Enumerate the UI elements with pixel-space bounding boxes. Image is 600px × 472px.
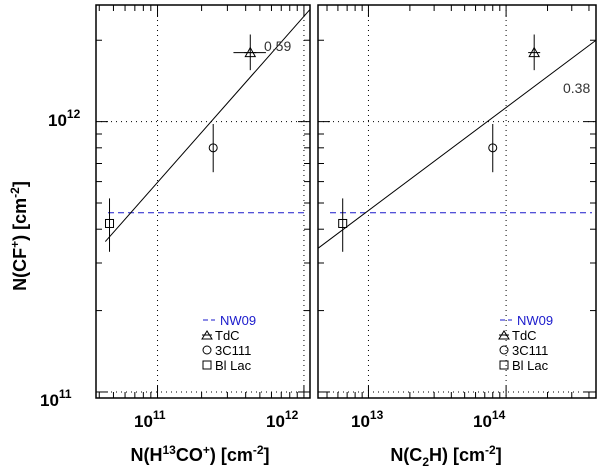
fit-line bbox=[317, 39, 597, 249]
panel-left: 0.59 NW09 TdC 3C111 Bl Lac N(H13CO+) [cm… bbox=[95, 4, 311, 465]
point-3c111 bbox=[488, 143, 498, 153]
panel-left-frame bbox=[95, 4, 311, 399]
fit-slope-label: 0.59 bbox=[264, 38, 291, 54]
x-tick-label-1e14: 1014 bbox=[473, 408, 506, 431]
panel-right-ticks bbox=[318, 5, 596, 398]
y-axis-label: N(CF+) [cm-2] bbox=[8, 181, 30, 291]
legend-3c111-circle bbox=[499, 345, 509, 355]
y-tick-label-1e12: 1012 bbox=[48, 107, 81, 130]
panel-right-grid bbox=[318, 5, 596, 398]
panel-right-points bbox=[338, 34, 541, 252]
panel-left-grid bbox=[96, 5, 310, 398]
legend-bllac-label: Bl Lac bbox=[512, 358, 549, 373]
x-tick-label-1e11: 1011 bbox=[134, 408, 166, 431]
legend-nw09-label: NW09 bbox=[517, 313, 553, 328]
panel-left-ticks bbox=[96, 5, 310, 398]
panel-right: 0.38 NW09 TdC 3C111 Bl Lac N(C2H) [cm-2]… bbox=[317, 4, 597, 469]
legend-tdc-label: TdC bbox=[512, 328, 537, 343]
panel-left-points bbox=[105, 34, 266, 252]
x-axis-label-left: N(H13CO+) [cm-2] bbox=[130, 443, 269, 465]
legend-left: NW09 TdC 3C111 Bl Lac bbox=[201, 313, 256, 373]
x-tick-label-1e13: 1013 bbox=[351, 408, 384, 431]
y-tick-label-1e11: 1011 bbox=[40, 387, 72, 410]
legend-3c111-label: 3C111 bbox=[512, 343, 548, 358]
point-3c111 bbox=[208, 143, 218, 153]
fit-slope-label: 0.38 bbox=[563, 80, 590, 96]
point-bl-lac bbox=[338, 218, 348, 228]
panel-right-frame bbox=[317, 4, 597, 399]
legend-bllac-square bbox=[202, 360, 212, 370]
legend-right: NW09 TdC 3C111 Bl Lac bbox=[498, 313, 553, 373]
legend-3c111-label: 3C111 bbox=[215, 343, 251, 358]
legend-bllac-label: Bl Lac bbox=[215, 358, 252, 373]
legend-3c111-circle bbox=[202, 345, 212, 355]
x-axis-label-right: N(C2H) [cm-2] bbox=[390, 443, 501, 469]
legend-nw09-label: NW09 bbox=[220, 313, 256, 328]
legend-tdc-label: TdC bbox=[215, 328, 240, 343]
point-bl-lac bbox=[105, 218, 115, 228]
legend-bllac-square bbox=[499, 360, 509, 370]
x-tick-label-1e12: 1012 bbox=[266, 408, 299, 431]
fit-line bbox=[104, 9, 311, 242]
